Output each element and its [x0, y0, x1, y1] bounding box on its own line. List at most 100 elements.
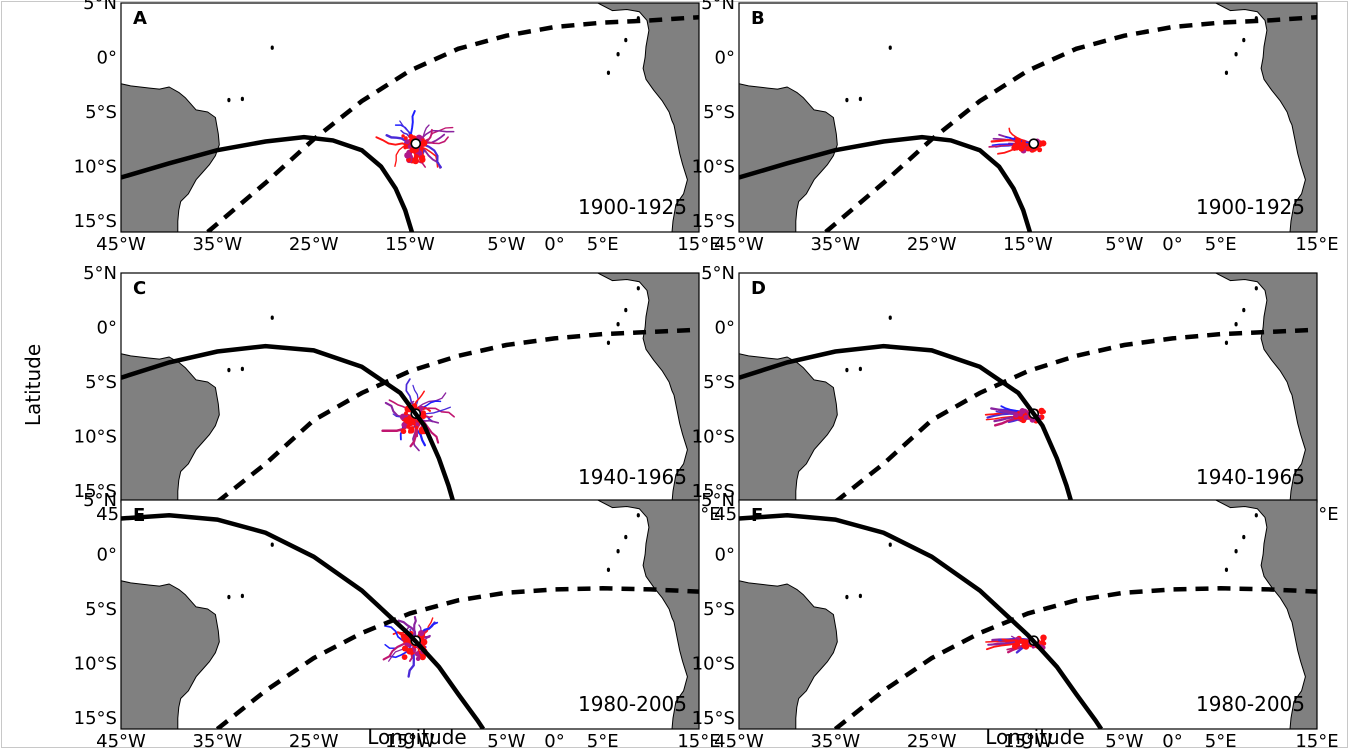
dispersal-particle — [421, 410, 426, 416]
y-tick-label: 0° — [715, 48, 735, 69]
island-marker — [858, 96, 862, 102]
panel-border — [738, 2, 1318, 233]
ocean-background — [739, 3, 1317, 232]
x-tick-label: 25°W — [289, 234, 339, 255]
dispersal-particle — [1014, 639, 1019, 644]
y-tick-label: 5°S — [85, 372, 117, 393]
island-marker — [845, 97, 849, 103]
dispersal-particle — [1021, 140, 1026, 144]
dispersal-particle — [407, 423, 411, 428]
x-tick-label: 5°E — [1205, 731, 1237, 750]
x-tick-label: 15°E — [677, 234, 720, 255]
dispersal-particle — [401, 654, 408, 660]
panel-content — [121, 500, 699, 729]
y-tick-label: 15°S — [74, 708, 117, 729]
panel-letter: F — [751, 505, 763, 526]
y-tick-label: 10°S — [692, 427, 735, 448]
dashed-boundary-line — [206, 14, 699, 232]
ocean-background — [121, 3, 699, 232]
y-tick-label: 15°S — [74, 211, 117, 232]
ocean-background — [739, 273, 1317, 502]
dispersal-particle — [412, 157, 419, 165]
y-tick-label: 5°N — [83, 263, 117, 284]
x-tick-label: 45°W — [96, 234, 146, 255]
island-marker — [858, 593, 862, 599]
y-tick-label: 5°S — [703, 599, 735, 620]
x-tick-label: 15°W — [385, 234, 435, 255]
x-axis-label-left: Longitude — [367, 725, 466, 749]
island-marker — [858, 366, 862, 372]
dispersal-particle — [409, 426, 415, 431]
dispersal-track — [409, 412, 418, 448]
island-marker — [888, 315, 892, 320]
map-panel-f: F 1980-2005 5°N 0° 5°S 10°S 15°S 45°W 35°W 25°W 15… — [692, 490, 1339, 750]
panel-border — [738, 499, 1318, 730]
island-marker — [1242, 534, 1246, 540]
island-marker — [1254, 513, 1258, 518]
dispersal-particle — [420, 146, 424, 151]
island-marker — [636, 286, 640, 291]
island-marker — [616, 549, 620, 554]
dashed-boundary-line — [824, 14, 1317, 232]
dispersal-particle — [415, 422, 420, 426]
dispersal-particle — [1038, 407, 1045, 415]
island-marker — [616, 322, 620, 327]
island-marker — [606, 70, 611, 75]
panel-border — [120, 2, 700, 233]
dispersal-particle — [403, 145, 408, 150]
dispersal-particle — [1023, 414, 1029, 420]
y-tick-label: 5°S — [85, 102, 117, 123]
island-marker — [1224, 70, 1229, 75]
panel-letter: D — [751, 278, 766, 299]
x-tick-label: 0° — [544, 234, 564, 255]
period-label: 1940-1965 — [578, 465, 687, 489]
south-america-landmass — [739, 83, 838, 232]
y-tick-label: 10°S — [74, 427, 117, 448]
x-tick-label: 0° — [1162, 731, 1182, 750]
y-tick-label: 15°S — [692, 481, 735, 502]
x-tick-label: 5°E — [587, 234, 619, 255]
dispersal-particle — [400, 428, 407, 435]
dispersal-particle — [1012, 643, 1018, 650]
x-tick-label: 15°E — [677, 731, 720, 750]
y-tick-label: 5°S — [703, 102, 735, 123]
release-site-marker — [1028, 138, 1040, 149]
dispersal-particle — [418, 155, 425, 161]
island-marker — [1224, 340, 1229, 345]
x-tick-label: 0° — [544, 731, 564, 750]
island-marker — [227, 97, 231, 103]
y-tick-label: 10°S — [74, 157, 117, 178]
africa-landmass — [1162, 3, 1317, 232]
dispersal-particle — [401, 645, 409, 652]
island-marker — [227, 367, 231, 373]
dispersal-particle — [406, 157, 412, 163]
dashed-boundary-line — [215, 586, 699, 729]
y-axis-label: Latitude — [21, 344, 45, 426]
dispersal-particle — [1016, 143, 1020, 148]
island-marker — [606, 340, 611, 345]
y-tick-label: 0° — [97, 545, 117, 566]
y-tick-label: 0° — [715, 318, 735, 339]
x-tick-label: 25°W — [907, 731, 957, 750]
x-tick-label: 5°E — [1205, 234, 1237, 255]
map-panel-d: D1940-19655°N0°5°S10°S15°S45°W35°W25°W15… — [692, 263, 1339, 525]
panel-letter: B — [751, 8, 765, 29]
y-tick-label: 5°N — [701, 263, 735, 284]
x-tick-label: 15°E — [1295, 234, 1338, 255]
solid-boundary-line — [121, 513, 486, 729]
panel-border — [120, 499, 700, 730]
solid-boundary-line — [739, 343, 1074, 502]
x-tick-label: 5°W — [487, 731, 525, 750]
x-tick-label: 5°W — [1105, 234, 1143, 255]
dispersal-particle — [419, 405, 424, 411]
island-marker — [270, 542, 274, 547]
island-marker — [1254, 286, 1258, 291]
period-label: 1980-2005 — [578, 692, 687, 716]
y-tick-label: 0° — [715, 545, 735, 566]
island-marker — [616, 52, 620, 57]
island-marker — [240, 366, 244, 372]
island-marker — [888, 542, 892, 547]
dispersal-particle — [418, 629, 425, 637]
panel-letter: A — [133, 8, 147, 29]
